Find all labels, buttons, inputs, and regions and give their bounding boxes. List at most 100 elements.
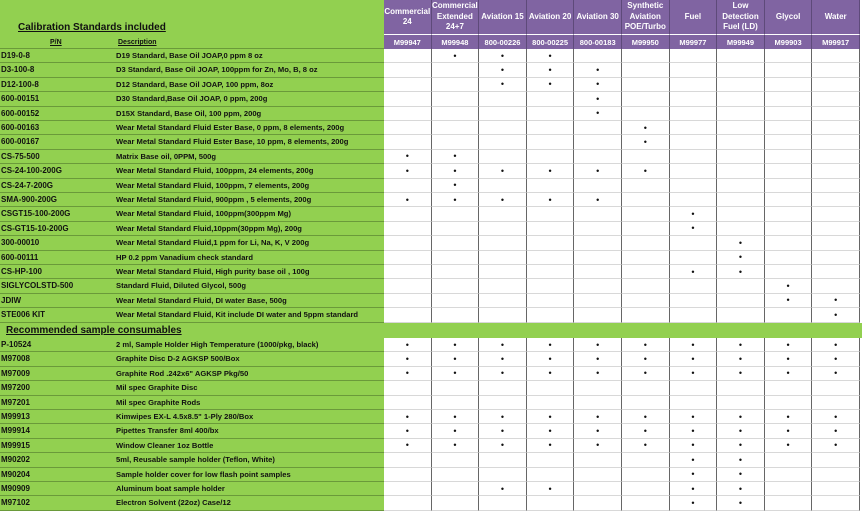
column-part-number: M99977 bbox=[669, 34, 718, 49]
empty-cell bbox=[669, 106, 718, 121]
empty-cell bbox=[431, 63, 480, 78]
included-bullet-cell: • bbox=[574, 77, 622, 93]
description: Wear Metal Standard Fluid, 900ppm , 5 el… bbox=[112, 193, 384, 208]
empty-cell bbox=[526, 395, 575, 410]
included-bullet-cell: • bbox=[764, 438, 813, 454]
included-bullet-cell: • bbox=[431, 149, 480, 165]
empty-cell bbox=[574, 453, 622, 468]
empty-cell bbox=[479, 207, 527, 222]
included-bullet-cell: • bbox=[479, 352, 527, 367]
empty-cell bbox=[526, 236, 575, 251]
empty-cell bbox=[574, 467, 622, 482]
empty-cell bbox=[622, 149, 670, 165]
empty-cell bbox=[431, 250, 480, 265]
empty-cell bbox=[717, 92, 765, 107]
column-part-number: M99947 bbox=[384, 34, 432, 49]
empty-cell bbox=[764, 92, 813, 107]
part-number: M90909 bbox=[0, 482, 112, 497]
consumables-section-header: Recommended sample consumables bbox=[0, 323, 862, 338]
empty-cell bbox=[526, 467, 575, 482]
column-header: Water bbox=[812, 0, 860, 34]
table-row: 300-00010 Wear Metal Standard Fluid,1 ppm… bbox=[0, 236, 862, 251]
included-bullet-cell: • bbox=[812, 308, 860, 323]
part-number: M90202 bbox=[0, 453, 112, 468]
empty-cell bbox=[622, 77, 670, 93]
empty-cell bbox=[764, 135, 813, 150]
empty-cell bbox=[812, 265, 860, 280]
empty-cell bbox=[764, 265, 813, 280]
column-header: Aviation 30 bbox=[574, 0, 622, 34]
description: Kimwipes EX-L 4.5x8.5" 1-Ply 280/Box bbox=[112, 410, 384, 425]
empty-cell bbox=[622, 308, 670, 323]
included-bullet-cell: • bbox=[622, 121, 670, 136]
included-bullet-cell: • bbox=[574, 410, 622, 425]
empty-cell bbox=[812, 121, 860, 136]
empty-cell bbox=[812, 279, 860, 294]
empty-cell bbox=[431, 467, 480, 482]
included-bullet-cell: • bbox=[431, 338, 480, 353]
included-bullet-cell: • bbox=[431, 410, 480, 425]
description: Standard Fluid, Diluted Glycol, 500g bbox=[112, 279, 384, 294]
empty-cell bbox=[669, 395, 718, 410]
included-bullet-cell: • bbox=[717, 366, 765, 382]
empty-cell bbox=[669, 135, 718, 150]
empty-cell bbox=[574, 121, 622, 136]
part-number: CS-GT15-10-200G bbox=[0, 221, 112, 237]
empty-cell bbox=[669, 279, 718, 294]
empty-cell bbox=[574, 482, 622, 497]
empty-cell bbox=[384, 279, 432, 294]
description: Electron Solvent (22oz) Case/12 bbox=[112, 496, 384, 511]
table-row: CS-24-100-200G Wear Metal Standard Fluid,… bbox=[0, 164, 862, 179]
empty-cell bbox=[764, 106, 813, 121]
empty-cell bbox=[717, 178, 765, 193]
empty-cell bbox=[764, 467, 813, 482]
table-row: D3-100-8 D3 Standard, Base Oil JOAP, 100p… bbox=[0, 63, 862, 78]
included-bullet-cell: • bbox=[717, 250, 765, 265]
table-row: STE006 KIT Wear Metal Standard Fluid, Kit… bbox=[0, 308, 862, 323]
empty-cell bbox=[574, 308, 622, 323]
included-bullet-cell: • bbox=[574, 438, 622, 454]
included-bullet-cell: • bbox=[431, 352, 480, 367]
empty-cell bbox=[431, 236, 480, 251]
empty-cell bbox=[431, 293, 480, 309]
included-bullet-cell: • bbox=[574, 424, 622, 439]
included-bullet-cell: • bbox=[574, 352, 622, 367]
empty-cell bbox=[384, 221, 432, 237]
empty-cell bbox=[431, 496, 480, 511]
included-bullet-cell: • bbox=[526, 366, 575, 382]
table-row: M90909 Aluminum boat sample holder • • • • bbox=[0, 482, 862, 497]
included-bullet-cell: • bbox=[526, 77, 575, 93]
included-bullet-cell: • bbox=[669, 221, 718, 237]
included-bullet-cell: • bbox=[622, 352, 670, 367]
empty-cell bbox=[764, 308, 813, 323]
empty-cell bbox=[622, 106, 670, 121]
empty-cell bbox=[764, 496, 813, 511]
included-bullet-cell: • bbox=[574, 92, 622, 107]
description: 2 ml, Sample Holder High Temperature (10… bbox=[112, 338, 384, 353]
part-number: D19-0-8 bbox=[0, 49, 112, 64]
empty-cell bbox=[622, 49, 670, 64]
empty-cell bbox=[526, 279, 575, 294]
included-bullet-cell: • bbox=[669, 338, 718, 353]
description: Wear Metal Standard Fluid, 100ppm, 24 el… bbox=[112, 164, 384, 179]
empty-cell bbox=[669, 250, 718, 265]
included-bullet-cell: • bbox=[622, 366, 670, 382]
empty-cell bbox=[622, 467, 670, 482]
empty-cell bbox=[384, 106, 432, 121]
empty-cell bbox=[431, 135, 480, 150]
part-number: STE006 KIT bbox=[0, 308, 112, 323]
empty-cell bbox=[479, 221, 527, 237]
empty-cell bbox=[764, 236, 813, 251]
empty-cell bbox=[669, 293, 718, 309]
empty-cell bbox=[384, 77, 432, 93]
included-bullet-cell: • bbox=[622, 410, 670, 425]
empty-cell bbox=[622, 221, 670, 237]
description: Pipettes Transfer 8ml 400/bx bbox=[112, 424, 384, 439]
part-number: M99913 bbox=[0, 410, 112, 425]
empty-cell bbox=[812, 49, 860, 64]
table-row: CS-GT15-10-200G Wear Metal Standard Fluid… bbox=[0, 221, 862, 237]
table-row: SMA-900-200G Wear Metal Standard Fluid, 9… bbox=[0, 193, 862, 208]
part-number: CS-24-100-200G bbox=[0, 164, 112, 179]
table-row: M97008 Graphite Disc D-2 AGKSP 500/Box • • •… bbox=[0, 352, 862, 367]
description: Wear Metal Standard Fluid,1 ppm for Li, … bbox=[112, 236, 384, 251]
